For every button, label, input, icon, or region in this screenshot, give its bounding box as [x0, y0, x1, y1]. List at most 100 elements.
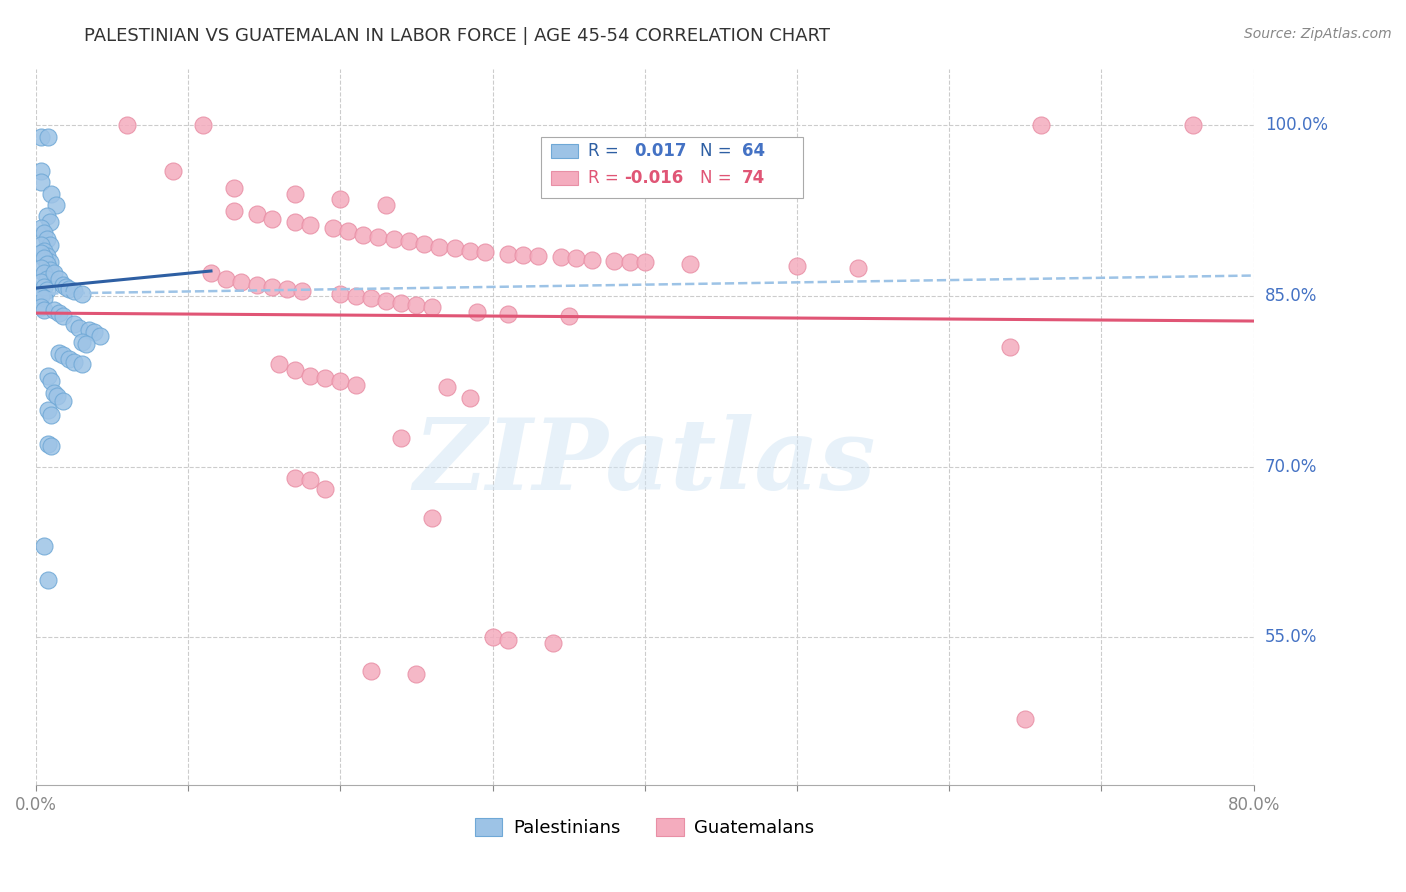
Point	[467, 305, 489, 319]
Point	[32, 252, 55, 266]
Point	[291, 285, 314, 299]
Point	[322, 220, 344, 235]
Point	[298, 368, 321, 383]
Point	[48, 272, 70, 286]
Point	[63, 318, 86, 332]
Point	[48, 306, 70, 320]
Point	[284, 215, 307, 229]
Point	[512, 248, 534, 262]
Point	[1014, 712, 1036, 726]
Point	[35, 272, 58, 286]
Point	[634, 255, 657, 269]
Point	[30, 276, 52, 290]
Text: R =: R =	[588, 169, 619, 187]
Text: PALESTINIAN VS GUATEMALAN IN LABOR FORCE | AGE 45-54 CORRELATION CHART: PALESTINIAN VS GUATEMALAN IN LABOR FORCE…	[84, 27, 831, 45]
Point	[35, 257, 58, 271]
Point	[39, 374, 62, 388]
Point	[32, 291, 55, 305]
Bar	[551, 171, 578, 186]
Point	[679, 257, 702, 271]
Point	[413, 236, 436, 251]
Point	[389, 295, 412, 310]
Point	[298, 219, 321, 233]
Point	[45, 198, 67, 212]
Text: 85.0%: 85.0%	[1265, 287, 1317, 305]
Point	[557, 310, 579, 324]
Point	[30, 289, 52, 303]
Point	[481, 630, 503, 644]
Text: 70.0%: 70.0%	[1265, 458, 1317, 475]
Point	[52, 348, 75, 362]
Point	[70, 334, 93, 349]
Point	[1029, 119, 1052, 133]
Point	[496, 632, 519, 647]
Point	[496, 307, 519, 321]
Text: 100.0%: 100.0%	[1265, 116, 1327, 135]
Point	[32, 280, 55, 294]
Point	[298, 473, 321, 487]
Point	[260, 211, 283, 226]
Point	[246, 277, 269, 292]
Point	[77, 323, 100, 337]
Point	[420, 301, 443, 315]
Point	[352, 227, 374, 242]
Point	[375, 293, 398, 308]
Bar	[551, 144, 578, 158]
Point	[284, 363, 307, 377]
Point	[344, 289, 367, 303]
Point	[38, 263, 60, 277]
Point	[58, 351, 80, 366]
Point	[436, 380, 458, 394]
Point	[269, 357, 291, 371]
Point	[32, 302, 55, 317]
Text: 0.017: 0.017	[634, 142, 686, 160]
Point	[38, 215, 60, 229]
Point	[527, 249, 550, 263]
Point	[48, 346, 70, 360]
Point	[39, 439, 62, 453]
Point	[398, 235, 420, 249]
Point	[30, 220, 52, 235]
Point	[846, 260, 869, 275]
Point	[30, 301, 52, 315]
Point	[37, 402, 59, 417]
Point	[32, 539, 55, 553]
Point	[39, 409, 62, 423]
Point	[314, 371, 336, 385]
Point	[35, 210, 58, 224]
Point	[284, 186, 307, 201]
Point	[246, 207, 269, 221]
Point	[222, 203, 245, 218]
Point	[58, 282, 80, 296]
Point	[70, 286, 93, 301]
Point	[276, 282, 298, 296]
Point	[117, 119, 139, 133]
Point	[70, 357, 93, 371]
Point	[30, 129, 52, 144]
Point	[405, 666, 427, 681]
Point	[63, 285, 86, 299]
Point	[37, 368, 59, 383]
Point	[89, 328, 111, 343]
Text: N =: N =	[700, 169, 731, 187]
Text: Source: ZipAtlas.com: Source: ZipAtlas.com	[1244, 27, 1392, 41]
Text: 74: 74	[742, 169, 765, 187]
Point	[474, 244, 496, 259]
Point	[67, 321, 90, 335]
Point	[998, 340, 1021, 354]
Point	[32, 227, 55, 241]
Point	[52, 277, 75, 292]
Point	[30, 175, 52, 189]
FancyBboxPatch shape	[541, 136, 803, 197]
Point	[314, 483, 336, 497]
Point	[75, 336, 97, 351]
Point	[336, 224, 359, 238]
Point	[30, 164, 52, 178]
Point	[786, 260, 808, 274]
Point	[37, 129, 59, 144]
Legend: Palestinians, Guatemalans: Palestinians, Guatemalans	[468, 810, 821, 844]
Point	[200, 266, 222, 280]
Point	[344, 377, 367, 392]
Point	[30, 237, 52, 252]
Point	[405, 298, 427, 312]
